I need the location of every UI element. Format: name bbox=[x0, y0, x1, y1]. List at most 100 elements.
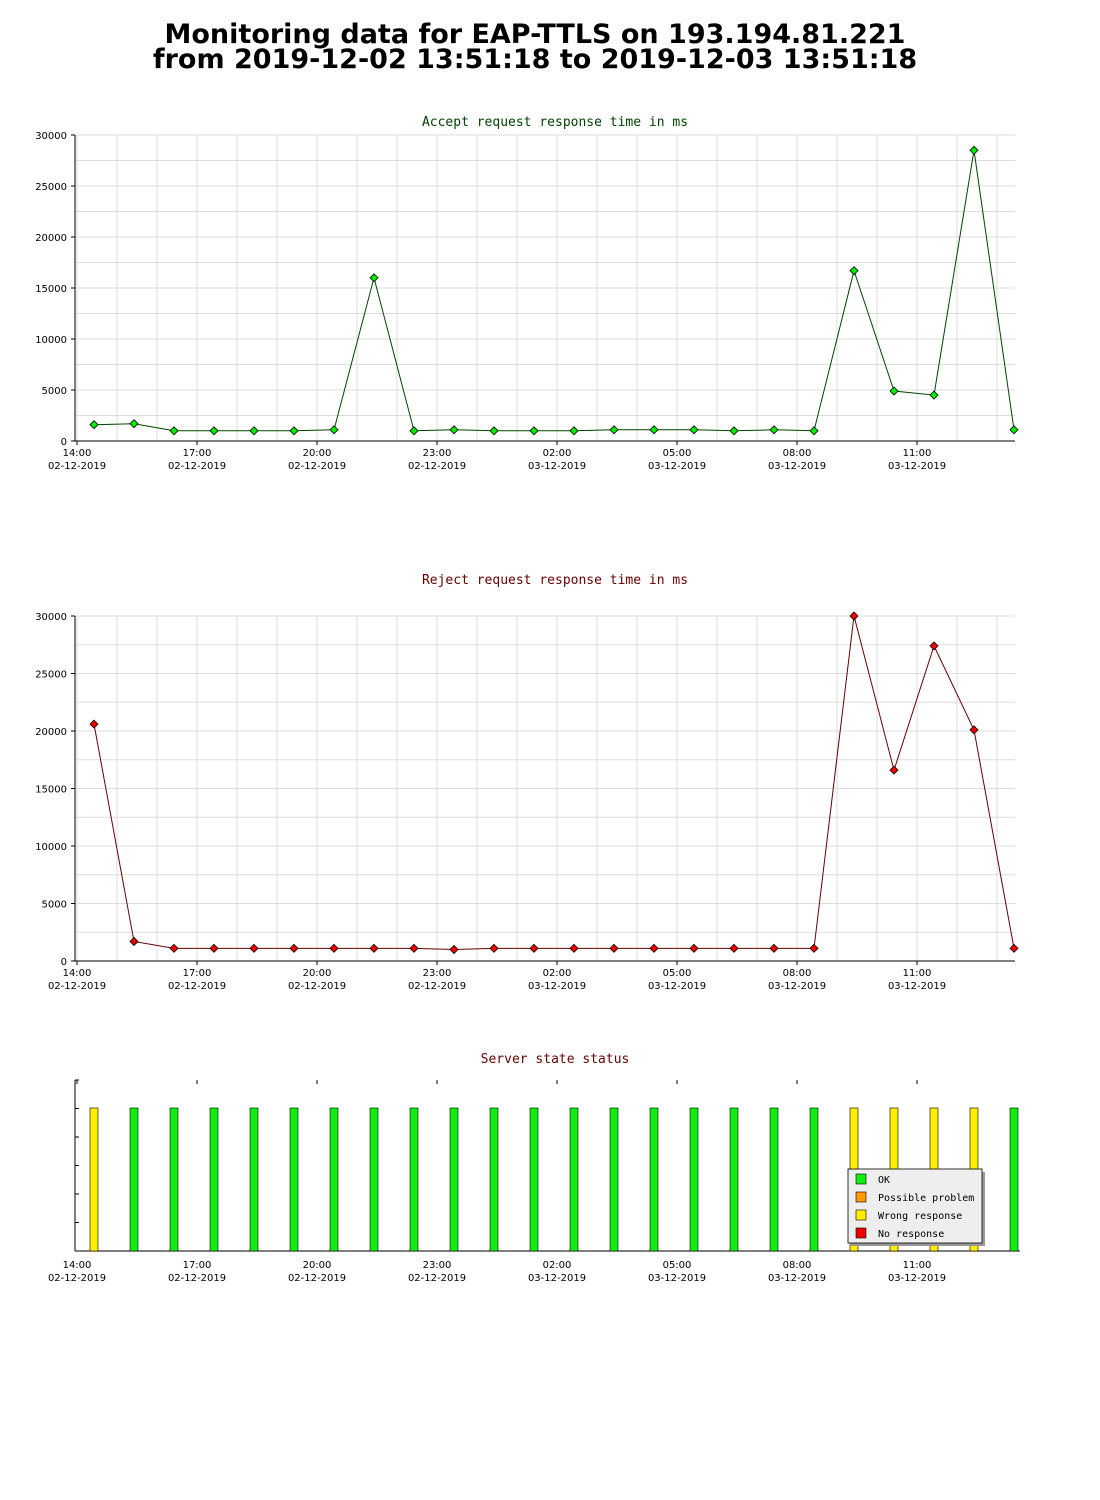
x-tick-label-time: 20:00 bbox=[303, 968, 332, 979]
reject-data-point bbox=[649, 943, 659, 953]
accept-data-point bbox=[249, 426, 259, 436]
accept-data-point bbox=[969, 145, 979, 155]
status-bar bbox=[729, 1107, 739, 1252]
x-tick-label-date: 03-12-2019 bbox=[648, 461, 706, 472]
status-bar bbox=[489, 1107, 499, 1252]
reject-data-point bbox=[489, 943, 499, 953]
legend-swatch bbox=[855, 1191, 867, 1203]
x-tick-label-time: 02:00 bbox=[543, 968, 572, 979]
y-tick-label: 20000 bbox=[35, 727, 67, 738]
reject-data-point bbox=[329, 943, 339, 953]
legend-swatch bbox=[855, 1209, 867, 1221]
reject-data-point bbox=[729, 943, 739, 953]
reject-data-point bbox=[769, 943, 779, 953]
x-tick-label-date: 02-12-2019 bbox=[48, 981, 106, 992]
accept-data-point bbox=[609, 425, 619, 435]
x-tick-label-time: 11:00 bbox=[903, 968, 932, 979]
x-tick-label-date: 02-12-2019 bbox=[408, 461, 466, 472]
reject-data-point bbox=[529, 943, 539, 953]
y-tick-label: 0 bbox=[61, 957, 67, 968]
page-title-line-1: Monitoring data for EAP-TTLS on 193.194.… bbox=[164, 19, 906, 50]
accept-data-point bbox=[929, 390, 939, 400]
x-tick-label-time: 14:00 bbox=[63, 968, 92, 979]
status-bar bbox=[449, 1107, 459, 1252]
accept-data-point bbox=[409, 426, 419, 436]
x-tick-label-date: 02-12-2019 bbox=[168, 461, 226, 472]
reject-data-point bbox=[689, 943, 699, 953]
legend-swatch bbox=[855, 1173, 867, 1185]
reject-data-point bbox=[849, 611, 859, 621]
accept-data-point bbox=[1009, 425, 1019, 435]
y-tick-label: 25000 bbox=[35, 182, 67, 193]
x-tick-label-date: 02-12-2019 bbox=[288, 981, 346, 992]
x-tick-label-time: 23:00 bbox=[423, 1260, 452, 1271]
reject-data-point bbox=[209, 943, 219, 953]
accept-data-point bbox=[529, 426, 539, 436]
accept-data-point bbox=[209, 426, 219, 436]
x-tick-label-date: 02-12-2019 bbox=[408, 1273, 466, 1284]
reject-data-point bbox=[289, 943, 299, 953]
status-bar bbox=[329, 1107, 339, 1252]
status-bar bbox=[569, 1107, 579, 1252]
y-tick-label: 5000 bbox=[42, 386, 67, 397]
status-bar bbox=[609, 1107, 619, 1252]
x-tick-label-time: 23:00 bbox=[423, 448, 452, 459]
accept-data-point bbox=[729, 426, 739, 436]
accept-data-point bbox=[849, 266, 859, 276]
legend-label: Possible problem bbox=[878, 1193, 974, 1204]
x-tick-label-date: 02-12-2019 bbox=[168, 981, 226, 992]
x-tick-label-date: 03-12-2019 bbox=[528, 461, 586, 472]
reject-data-point bbox=[809, 943, 819, 953]
accept-data-point bbox=[889, 386, 899, 396]
accept-data-point bbox=[569, 426, 579, 436]
accept-data-point bbox=[369, 273, 379, 283]
status-bar bbox=[649, 1107, 659, 1252]
y-tick-label: 10000 bbox=[35, 335, 67, 346]
y-tick-label: 15000 bbox=[35, 284, 67, 295]
accept-data-point bbox=[289, 426, 299, 436]
status-chart-title: Server state status bbox=[481, 1052, 630, 1067]
reject-data-point bbox=[569, 943, 579, 953]
x-tick-label-time: 14:00 bbox=[63, 1260, 92, 1271]
x-tick-label-date: 03-12-2019 bbox=[888, 1273, 946, 1284]
accept-data-point bbox=[769, 425, 779, 435]
x-tick-label-time: 11:00 bbox=[903, 1260, 932, 1271]
legend-label: No response bbox=[878, 1229, 944, 1240]
y-tick-label: 25000 bbox=[35, 670, 67, 681]
page-title-line-2: from 2019-12-02 13:51:18 to 2019-12-03 1… bbox=[152, 44, 918, 75]
x-tick-label-time: 20:00 bbox=[303, 1260, 332, 1271]
y-tick-label: 20000 bbox=[35, 233, 67, 244]
status-bar bbox=[89, 1107, 99, 1252]
x-tick-label-date: 02-12-2019 bbox=[48, 1273, 106, 1284]
reject-data-point bbox=[929, 641, 939, 651]
x-tick-label-time: 08:00 bbox=[783, 968, 812, 979]
status-bar bbox=[409, 1107, 419, 1252]
reject-series-line bbox=[93, 615, 1015, 951]
x-tick-label-date: 03-12-2019 bbox=[768, 1273, 826, 1284]
status-bar bbox=[129, 1107, 139, 1252]
x-tick-label-date: 03-12-2019 bbox=[888, 981, 946, 992]
x-tick-label-time: 08:00 bbox=[783, 1260, 812, 1271]
reject-data-point bbox=[169, 943, 179, 953]
x-tick-label-date: 03-12-2019 bbox=[888, 461, 946, 472]
status-bar bbox=[529, 1107, 539, 1252]
x-tick-label-time: 14:00 bbox=[63, 448, 92, 459]
reject-data-point bbox=[129, 936, 139, 947]
reject-data-point bbox=[89, 719, 99, 729]
reject-data-point bbox=[1009, 943, 1019, 953]
x-tick-label-date: 03-12-2019 bbox=[648, 981, 706, 992]
x-tick-label-date: 03-12-2019 bbox=[768, 981, 826, 992]
status-bar bbox=[249, 1107, 259, 1252]
y-tick-label: 5000 bbox=[42, 900, 67, 911]
legend-swatch bbox=[855, 1227, 867, 1239]
x-tick-label-date: 03-12-2019 bbox=[648, 1273, 706, 1284]
x-tick-label-time: 17:00 bbox=[183, 968, 212, 979]
reject-data-point bbox=[889, 765, 899, 775]
accept-data-point bbox=[809, 426, 819, 436]
page-title: Monitoring data for EAP-TTLS on 193.194.… bbox=[0, 19, 1070, 75]
y-tick-label: 15000 bbox=[35, 785, 67, 796]
status-bar bbox=[209, 1107, 219, 1252]
accept-data-point bbox=[89, 420, 99, 430]
x-tick-label-time: 17:00 bbox=[183, 448, 212, 459]
